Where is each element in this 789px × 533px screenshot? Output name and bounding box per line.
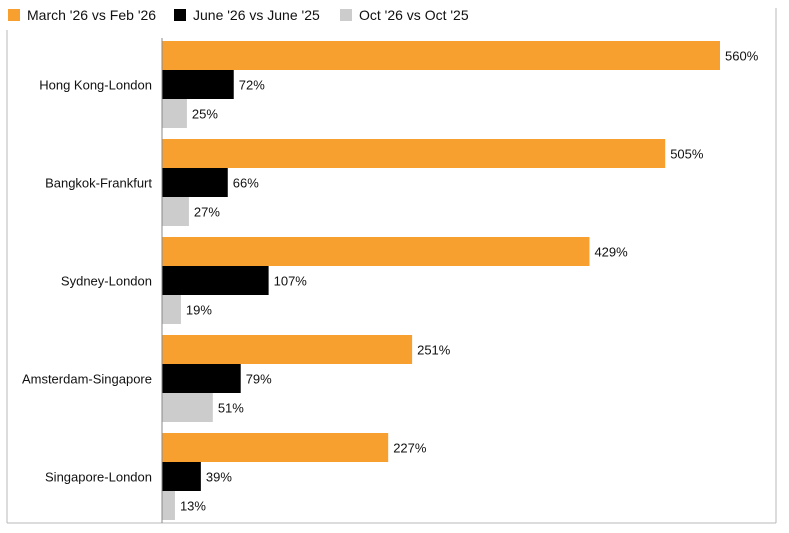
category-label: Bangkok-Frankfurt xyxy=(45,176,152,191)
data-label: 429% xyxy=(594,245,628,260)
data-label: 72% xyxy=(239,78,265,93)
bar xyxy=(162,237,590,266)
data-label: 79% xyxy=(246,372,272,387)
legend-label-series-1: March '26 vs Feb '26 xyxy=(27,7,157,23)
legend-item-series-1: March '26 vs Feb '26 xyxy=(8,7,156,23)
data-label: 19% xyxy=(186,303,212,318)
bar xyxy=(162,462,201,491)
data-label: 66% xyxy=(233,176,259,191)
bar xyxy=(162,491,175,520)
bar xyxy=(162,41,720,70)
legend-item-series-3: Oct '26 vs Oct '25 xyxy=(340,7,469,23)
bar xyxy=(162,139,666,168)
bar xyxy=(162,364,241,393)
data-label: 251% xyxy=(417,343,451,358)
legend-swatch-series-2 xyxy=(174,9,186,21)
bar xyxy=(162,197,189,226)
bar xyxy=(162,433,389,462)
category-label: Sydney-London xyxy=(61,274,152,289)
data-label: 25% xyxy=(192,107,218,122)
data-label: 27% xyxy=(194,205,220,220)
data-label: 107% xyxy=(274,274,308,289)
chart-legend: March '26 vs Feb '26 June '26 vs June '2… xyxy=(0,0,789,30)
bar xyxy=(162,99,187,128)
bar xyxy=(162,266,269,295)
bar xyxy=(162,295,181,324)
legend-swatch-series-3 xyxy=(340,9,352,21)
data-label: 51% xyxy=(218,401,244,416)
data-label: 39% xyxy=(206,470,232,485)
legend-label-series-3: Oct '26 vs Oct '25 xyxy=(359,7,469,23)
legend-swatch-series-1 xyxy=(8,9,20,21)
legend-label-series-2: June '26 vs June '25 xyxy=(193,7,320,23)
category-label: Amsterdam-Singapore xyxy=(22,372,152,387)
data-label: 505% xyxy=(670,147,704,162)
category-label: Singapore-London xyxy=(45,470,152,485)
data-label: 13% xyxy=(180,499,206,514)
bar xyxy=(162,393,213,422)
legend-item-series-2: June '26 vs June '25 xyxy=(174,7,320,23)
data-label: 227% xyxy=(393,441,427,456)
bar xyxy=(162,70,234,99)
data-label: 560% xyxy=(725,49,759,64)
bar xyxy=(162,168,228,197)
bar xyxy=(162,335,413,364)
category-label: Hong Kong-London xyxy=(39,78,152,93)
